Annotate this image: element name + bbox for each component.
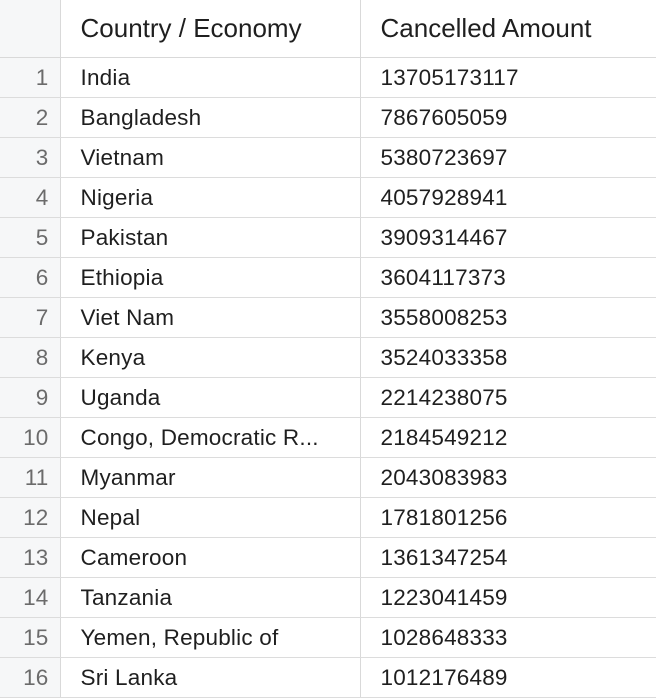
country-cell[interactable]: Pakistan <box>60 217 361 258</box>
cancelled-amount-cell[interactable]: 3558008253 <box>360 297 656 338</box>
country-cell[interactable]: Kenya <box>60 337 361 378</box>
row-index-cell: 2 <box>0 97 61 138</box>
country-cell[interactable]: Ethiopia <box>60 257 361 298</box>
table-row[interactable]: 7 Viet Nam 3558008253 <box>0 297 656 338</box>
row-index-cell: 4 <box>0 177 61 218</box>
row-index-cell: 11 <box>0 457 61 498</box>
cancelled-amount-cell[interactable]: 3524033358 <box>360 337 656 378</box>
table-row[interactable]: 4 Nigeria 4057928941 <box>0 177 656 218</box>
table-row[interactable]: 2 Bangladesh 7867605059 <box>0 97 656 138</box>
table-row[interactable]: 1 India 13705173117 <box>0 57 656 98</box>
country-cell[interactable]: Yemen, Republic of <box>60 617 361 658</box>
cancelled-amount-cell[interactable]: 2214238075 <box>360 377 656 418</box>
row-index-cell: 14 <box>0 577 61 618</box>
cancelled-amount-cell[interactable]: 3909314467 <box>360 217 656 258</box>
table-row[interactable]: 10 Congo, Democratic R... 2184549212 <box>0 417 656 458</box>
country-cell[interactable]: India <box>60 57 361 98</box>
cancelled-amount-cell[interactable]: 13705173117 <box>360 57 656 98</box>
row-index-cell: 7 <box>0 297 61 338</box>
row-index-cell: 12 <box>0 497 61 538</box>
table-row[interactable]: 9 Uganda 2214238075 <box>0 377 656 418</box>
cancelled-amount-cell[interactable]: 7867605059 <box>360 97 656 138</box>
cancelled-amount-cell[interactable]: 4057928941 <box>360 177 656 218</box>
country-cell[interactable]: Nigeria <box>60 177 361 218</box>
row-index-cell: 3 <box>0 137 61 178</box>
table-row[interactable]: 5 Pakistan 3909314467 <box>0 217 656 258</box>
row-index-cell: 6 <box>0 257 61 298</box>
table-row[interactable]: 11 Myanmar 2043083983 <box>0 457 656 498</box>
cancelled-amount-cell[interactable]: 1781801256 <box>360 497 656 538</box>
country-cell[interactable]: Bangladesh <box>60 97 361 138</box>
row-index-cell: 15 <box>0 617 61 658</box>
country-cell[interactable]: Nepal <box>60 497 361 538</box>
cancelled-amount-cell[interactable]: 2184549212 <box>360 417 656 458</box>
header-row: Country / Economy Cancelled Amount <box>0 0 656 58</box>
country-cell[interactable]: Tanzania <box>60 577 361 618</box>
table-row[interactable]: 3 Vietnam 5380723697 <box>0 137 656 178</box>
country-cell[interactable]: Congo, Democratic R... <box>60 417 361 458</box>
country-cell[interactable]: Uganda <box>60 377 361 418</box>
country-cell[interactable]: Viet Nam <box>60 297 361 338</box>
table-row[interactable]: 6 Ethiopia 3604117373 <box>0 257 656 298</box>
row-index-cell: 8 <box>0 337 61 378</box>
column-header-country[interactable]: Country / Economy <box>60 0 361 58</box>
row-index-cell: 5 <box>0 217 61 258</box>
row-index-cell: 16 <box>0 657 61 698</box>
table-header: Country / Economy Cancelled Amount <box>0 0 656 58</box>
table-row[interactable]: 13 Cameroon 1361347254 <box>0 537 656 578</box>
country-cell[interactable]: Myanmar <box>60 457 361 498</box>
table-row[interactable]: 14 Tanzania 1223041459 <box>0 577 656 618</box>
row-index-header <box>0 0 61 58</box>
country-cell[interactable]: Cameroon <box>60 537 361 578</box>
table-row[interactable]: 8 Kenya 3524033358 <box>0 337 656 378</box>
row-index-cell: 1 <box>0 57 61 98</box>
cancelled-amount-cell[interactable]: 3604117373 <box>360 257 656 298</box>
column-header-cancelled-amount[interactable]: Cancelled Amount <box>360 0 656 58</box>
table-body: 1 India 13705173117 2 Bangladesh 7867605059 3 V… <box>0 57 656 698</box>
table-row[interactable]: 16 Sri Lanka 1012176489 <box>0 657 656 698</box>
row-index-cell: 9 <box>0 377 61 418</box>
cancelled-amount-cell[interactable]: 1012176489 <box>360 657 656 698</box>
cancelled-amount-cell[interactable]: 1028648333 <box>360 617 656 658</box>
row-index-cell: 10 <box>0 417 61 458</box>
cancelled-amount-cell[interactable]: 2043083983 <box>360 457 656 498</box>
country-cell[interactable]: Vietnam <box>60 137 361 178</box>
table-row[interactable]: 15 Yemen, Republic of 1028648333 <box>0 617 656 658</box>
country-cell[interactable]: Sri Lanka <box>60 657 361 698</box>
row-index-cell: 13 <box>0 537 61 578</box>
cancelled-amount-cell[interactable]: 5380723697 <box>360 137 656 178</box>
table-row[interactable]: 12 Nepal 1781801256 <box>0 497 656 538</box>
cancelled-amount-cell[interactable]: 1223041459 <box>360 577 656 618</box>
cancelled-amount-cell[interactable]: 1361347254 <box>360 537 656 578</box>
